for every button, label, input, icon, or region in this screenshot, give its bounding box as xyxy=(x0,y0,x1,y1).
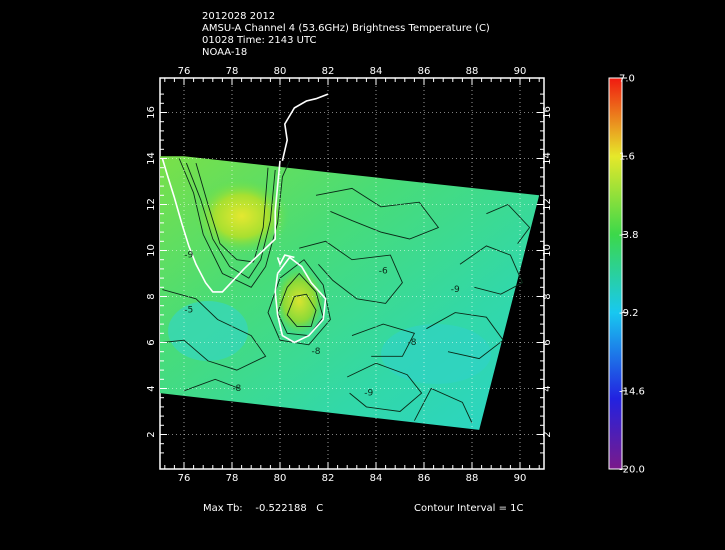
cool-region-east xyxy=(381,324,491,384)
time-line: 01028 Time: 2143 UTC xyxy=(202,35,317,46)
map-title-block: 2012028 2012 AMSU-A Channel 4 (53.6GHz) … xyxy=(202,11,490,59)
lat-label-left: 2 xyxy=(146,431,157,437)
lon-label-bottom: 86 xyxy=(418,473,431,484)
lon-label-bottom: 76 xyxy=(178,473,191,484)
lat-label-right: 8 xyxy=(542,293,553,299)
contour-line xyxy=(351,323,416,357)
lon-label-top: 86 xyxy=(418,66,431,77)
coastline-segment xyxy=(281,93,329,161)
lon-label-top: 76 xyxy=(178,66,191,77)
lat-label-right: 6 xyxy=(542,339,553,345)
lon-label-top: 88 xyxy=(466,66,479,77)
contour-line xyxy=(185,162,276,279)
contour-line xyxy=(426,312,504,360)
contour-value-label: -9 xyxy=(451,285,460,295)
lat-label-left: 6 xyxy=(146,339,157,345)
lat-label-right: 4 xyxy=(542,385,553,391)
lat-label-right: 10 xyxy=(542,244,553,257)
lat-label-left: 12 xyxy=(146,198,157,211)
max-tb-unit: C xyxy=(316,503,324,514)
lat-label-right: 16 xyxy=(542,106,553,119)
lat-label-right: 12 xyxy=(542,198,553,211)
lon-label-top: 90 xyxy=(514,66,527,77)
lon-label-top: 84 xyxy=(370,66,383,77)
contour-value-label: -8 xyxy=(312,347,321,357)
coastline-segment xyxy=(276,254,295,267)
colorbar-label: -3.8 xyxy=(619,230,639,241)
product-title: AMSU-A Channel 4 (53.6GHz) Brightness Te… xyxy=(202,23,490,34)
lat-label-left: 8 xyxy=(146,293,157,299)
max-tb-value: -0.522188 xyxy=(255,503,307,514)
contour-line xyxy=(178,158,291,288)
lon-label-bottom: 78 xyxy=(226,473,239,484)
lon-label-top: 78 xyxy=(226,66,239,77)
contour-line xyxy=(162,289,267,371)
contour-value-label: -5 xyxy=(184,306,193,316)
max-tb-readout: Max Tb: -0.522188 C xyxy=(203,503,323,514)
contour-line xyxy=(486,203,531,244)
colorbar-label: -20.0 xyxy=(619,465,645,476)
contour-value-label: -8 xyxy=(408,338,417,348)
coastline-segment xyxy=(161,158,281,293)
contour-interval-note: Contour Interval = 1C xyxy=(414,503,524,514)
contour-line xyxy=(414,387,473,424)
graticule-grid xyxy=(160,78,544,469)
contour-line xyxy=(286,293,317,327)
contour-lines xyxy=(162,158,531,424)
lon-label-bottom: 80 xyxy=(274,473,287,484)
lat-label-left: 14 xyxy=(146,152,157,165)
contour-value-label: -8 xyxy=(232,384,241,394)
lat-label-right: 2 xyxy=(542,431,553,437)
lat-label-left: 16 xyxy=(146,106,157,119)
satellite-line: NOAA-18 xyxy=(202,47,248,58)
colorbar-label: 1.6 xyxy=(619,152,635,163)
lat-label-left: 10 xyxy=(146,244,157,257)
colorbar-label: -9.2 xyxy=(619,308,639,319)
lon-label-bottom: 88 xyxy=(466,473,479,484)
coastline xyxy=(161,93,329,344)
lon-label-bottom: 82 xyxy=(322,473,335,484)
colorbar-label: 7.0 xyxy=(619,74,635,85)
contour-labels: -9 -5 -8 -9 -8 -9 -8 -6 xyxy=(184,250,460,398)
contour-line xyxy=(267,259,331,346)
contour-value-label: -9 xyxy=(364,388,373,398)
coastline-segment xyxy=(274,256,327,344)
colorbar-labels: 7.0 1.6 -3.8 -9.2 -14.6 -20.0 xyxy=(619,74,645,476)
lat-label-left: 4 xyxy=(146,385,157,391)
lat-label-right: 14 xyxy=(542,152,553,165)
contour-line xyxy=(183,378,240,392)
contour-value-label: -6 xyxy=(379,267,388,277)
contour-line xyxy=(347,362,423,412)
contour-value-label: -9 xyxy=(184,250,193,260)
contour-line xyxy=(315,187,440,240)
colorbar xyxy=(608,77,623,470)
lon-label-top: 82 xyxy=(322,66,335,77)
lon-label-top: 80 xyxy=(274,66,287,77)
lon-label-bottom: 84 xyxy=(370,473,383,484)
contour-line xyxy=(459,245,523,295)
cool-region-west xyxy=(168,301,248,361)
date-line: 2012028 2012 xyxy=(202,11,276,22)
max-tb-label: Max Tb: xyxy=(203,503,243,514)
lon-label-bottom: 90 xyxy=(514,473,527,484)
contour-line xyxy=(299,240,403,304)
colorbar-label: -14.6 xyxy=(619,386,645,397)
